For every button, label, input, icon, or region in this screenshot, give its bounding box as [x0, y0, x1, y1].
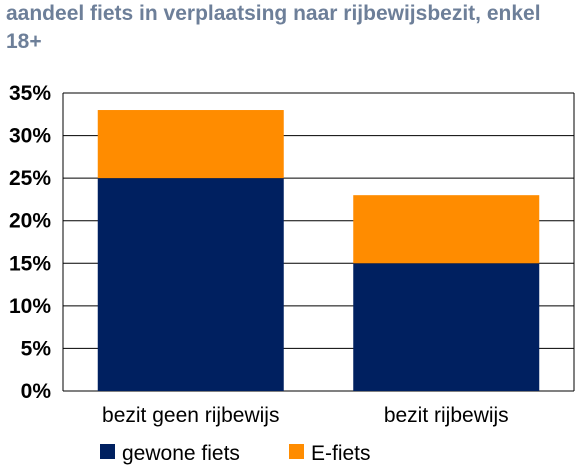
- y-tick-label: 25%: [9, 167, 51, 190]
- legend-swatch: [100, 444, 115, 459]
- y-tick-label: 0%: [21, 380, 52, 403]
- legend-label: gewone fiets: [122, 442, 240, 465]
- bar-gewone-fiets-0: [97, 178, 284, 391]
- legend: gewone fiets E-fiets: [100, 442, 371, 465]
- y-tick-label: 35%: [9, 82, 51, 105]
- chart-title: aandeel fiets in verplaatsing naar rijbe…: [6, 2, 541, 53]
- x-category-label: bezit geen rijbewijs: [102, 404, 279, 427]
- x-axis-categories: bezit geen rijbewijs bezit rijbewijs: [102, 404, 509, 427]
- bar-e-fiets-1: [353, 195, 540, 264]
- y-tick-label: 15%: [9, 252, 51, 275]
- legend-swatch: [289, 444, 304, 459]
- y-tick-label: 30%: [9, 125, 51, 148]
- bar-gewone-fiets-1: [353, 263, 540, 391]
- y-tick-label: 10%: [9, 295, 51, 318]
- y-tick-label: 5%: [21, 337, 52, 360]
- y-tick-label: 20%: [9, 210, 51, 233]
- bars-layer: [97, 110, 540, 391]
- y-axis-ticks: 0% 5% 10% 15% 20% 25% 30% 35%: [9, 82, 51, 403]
- x-category-label: bezit rijbewijs: [384, 404, 509, 427]
- bar-e-fiets-0: [97, 110, 284, 179]
- legend-label: E-fiets: [311, 442, 371, 465]
